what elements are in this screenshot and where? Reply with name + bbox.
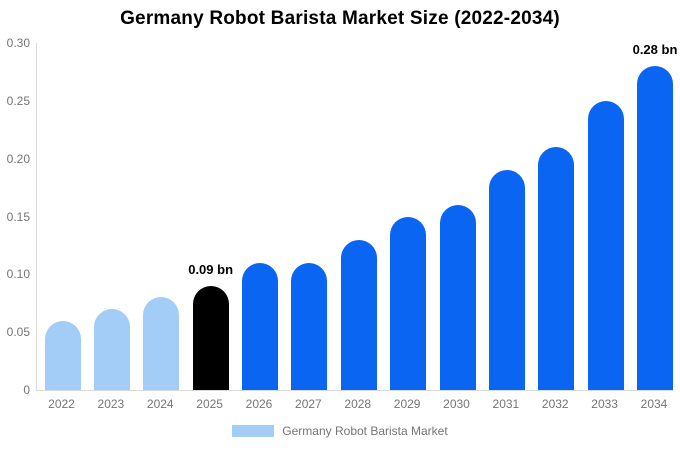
bar-2033[interactable] — [587, 100, 624, 390]
y-tick-label-0.30: 0.30 — [6, 36, 30, 50]
x-tick-label-2033: 2033 — [591, 397, 618, 411]
x-tick-label-2025: 2025 — [196, 397, 223, 411]
x-tick-label-2028: 2028 — [344, 397, 372, 411]
y-tick-label-0.20: 0.20 — [6, 151, 30, 166]
bar-2034[interactable] — [637, 66, 673, 390]
plot-area: 0.09 bn 0.28 bn — [36, 42, 677, 391]
x-axis: 2022 2023 2024 2025 2026 2027 2028 2029 2030 2031… — [0, 397, 680, 413]
bar-2026[interactable] — [242, 262, 278, 390]
bar-2029[interactable] — [390, 216, 427, 390]
x-tick-label-2030: 2030 — [443, 397, 470, 411]
y-axis: 0.30 0.25 0.20 0.15 0.10 0.05 0 — [0, 36, 30, 397]
x-tick-label-2029: 2029 — [393, 397, 421, 411]
x-tick-label-2024: 2024 — [146, 397, 174, 411]
y-tick-label-0.05: 0.05 — [6, 325, 30, 340]
bar-2030[interactable] — [439, 204, 476, 390]
y-tick-label-0.10: 0.10 — [6, 267, 30, 282]
bar-value-label-2025: 0.09 bn — [188, 261, 234, 277]
x-tick-label-2032: 2032 — [541, 397, 569, 411]
legend-item[interactable]: Germany Robot Barista Market — [232, 424, 448, 438]
x-tick-label-2022: 2022 — [48, 397, 75, 411]
x-tick-label-2026: 2026 — [245, 397, 273, 411]
bar-value-label-2034: 0.28 bn — [632, 42, 678, 58]
y-tick-label-0: 0 — [23, 383, 30, 397]
x-tick-label-2031: 2031 — [492, 397, 520, 411]
y-tick-label-0.25: 0.25 — [6, 93, 30, 108]
x-tick-label-2027: 2027 — [295, 397, 322, 411]
bar-2031[interactable] — [488, 170, 525, 390]
y-tick-label-0.15: 0.15 — [6, 209, 30, 224]
x-tick-label-2023: 2023 — [97, 397, 125, 411]
bar-2025[interactable] — [192, 285, 229, 390]
chart-title: Germany Robot Barista Market Size (2022-… — [120, 8, 560, 29]
bar-2022[interactable] — [44, 320, 81, 390]
bar-2028[interactable] — [340, 239, 377, 390]
legend-swatch-icon — [232, 425, 275, 437]
bar-2027[interactable] — [291, 262, 328, 390]
bar-2023[interactable] — [93, 309, 130, 390]
bar-2024[interactable] — [143, 297, 180, 390]
x-tick-label-2034: 2034 — [640, 397, 668, 411]
bar-2032[interactable] — [538, 147, 575, 390]
legend-label: Germany Robot Barista Market — [282, 424, 448, 438]
legend: Germany Robot Barista Market — [0, 424, 680, 438]
